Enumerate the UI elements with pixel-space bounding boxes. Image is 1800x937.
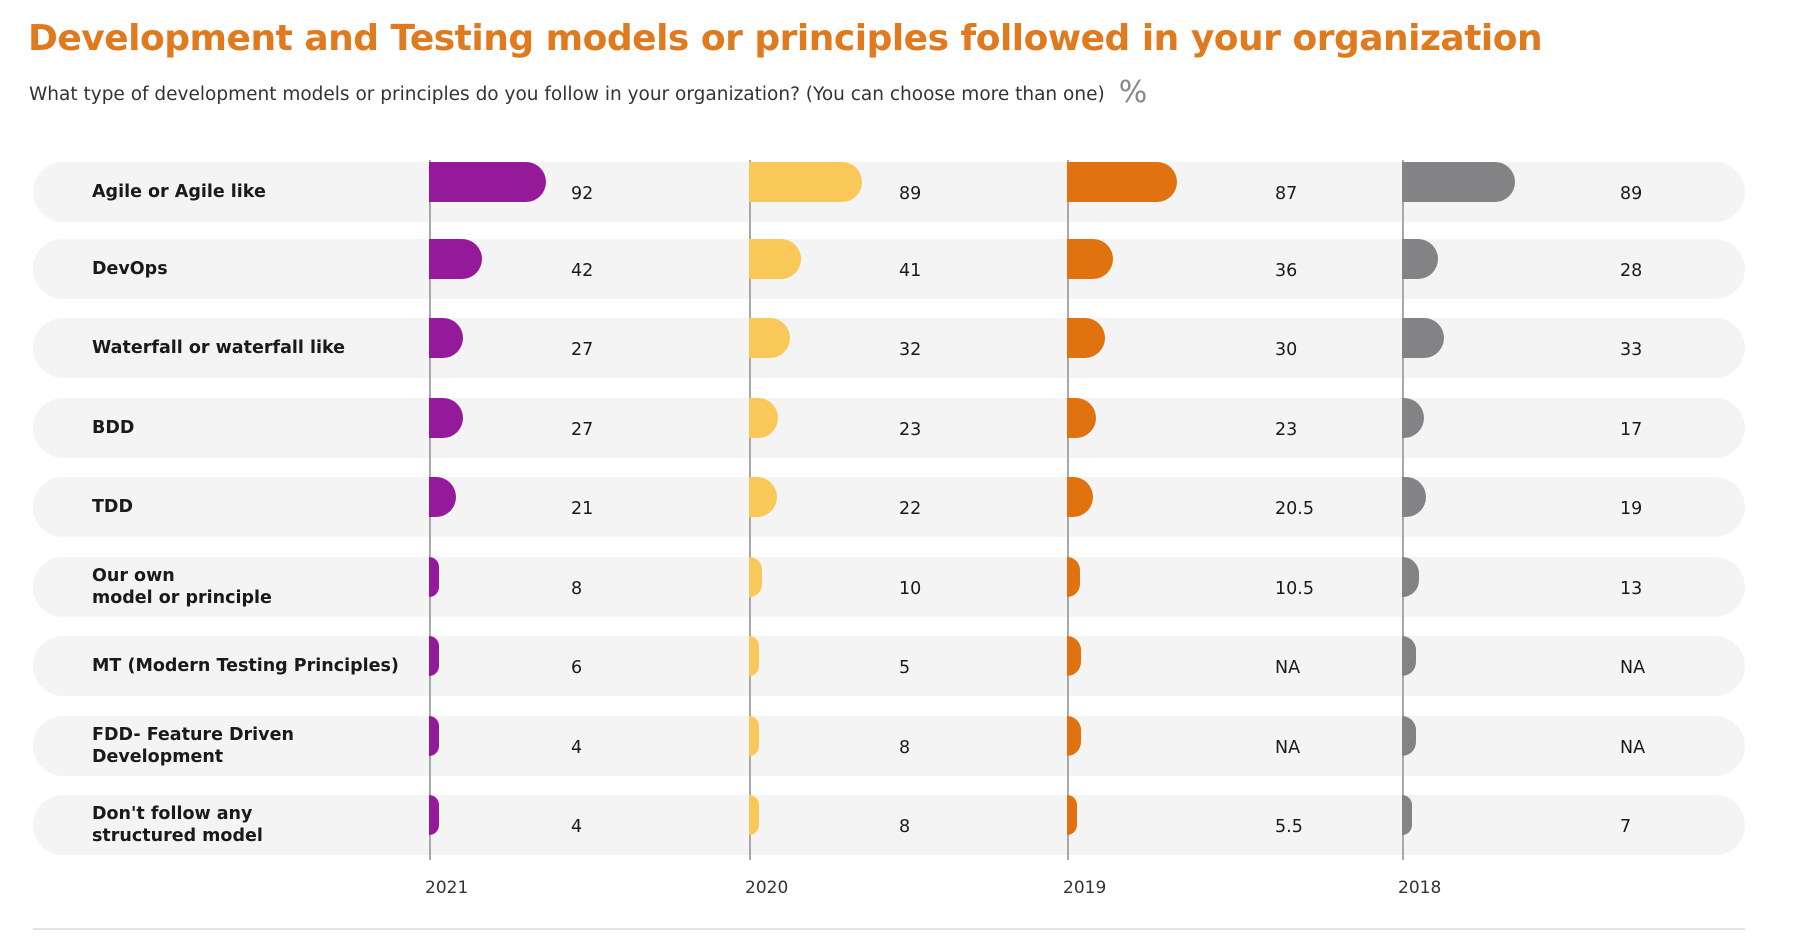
- bar-2021: [429, 716, 439, 756]
- divider: [33, 928, 1745, 930]
- bar-2018: [1402, 716, 1416, 756]
- unit-symbol: %: [1118, 75, 1148, 110]
- bar-2021: [429, 398, 464, 438]
- bar-2020: [749, 557, 762, 597]
- value-label: NA: [1620, 738, 1646, 758]
- year-label: 2019: [1063, 878, 1107, 898]
- value-label: 92: [571, 184, 594, 204]
- row-bg: [33, 716, 1745, 776]
- value-label: 28: [1620, 261, 1643, 281]
- year-label: 2020: [745, 878, 789, 898]
- value-label: 10: [899, 579, 922, 599]
- bar-2018: [1402, 636, 1416, 676]
- value-label: NA: [1275, 738, 1301, 758]
- value-label: 42: [571, 261, 594, 281]
- value-label: 7: [1620, 817, 1632, 837]
- bar-2018: [1402, 239, 1438, 279]
- year-label: 2021: [425, 878, 469, 898]
- subtitle-text: What type of development models or princ…: [29, 84, 1105, 105]
- bar-2018: [1402, 795, 1412, 835]
- value-label: 17: [1620, 420, 1643, 440]
- value-label: 36: [1275, 261, 1298, 281]
- bar-2019: [1067, 557, 1081, 597]
- value-label: 6: [571, 658, 583, 678]
- value-label: 41: [899, 261, 922, 281]
- row-bg: [33, 795, 1745, 855]
- value-label: 5.5: [1275, 817, 1303, 837]
- category-label: Our own model or principle: [92, 566, 272, 608]
- bar-2018: [1402, 162, 1516, 202]
- category-label: MT (Modern Testing Principles): [92, 656, 399, 676]
- category-label: BDD: [92, 418, 135, 438]
- bar-2020: [749, 795, 760, 835]
- row-bg: [33, 557, 1745, 617]
- row-bg: [33, 398, 1745, 458]
- chart-title: Development and Testing models or princi…: [28, 18, 1543, 59]
- bar-2019: [1067, 318, 1106, 358]
- category-label: DevOps: [92, 259, 168, 279]
- value-label: 8: [571, 579, 583, 599]
- bar-2020: [749, 636, 759, 676]
- row-bg: [33, 477, 1745, 537]
- value-label: 22: [899, 499, 922, 519]
- value-label: 4: [571, 738, 583, 758]
- bar-2018: [1402, 398, 1424, 438]
- value-label: NA: [1620, 658, 1646, 678]
- value-label: 27: [571, 340, 594, 360]
- bar-2021: [429, 557, 440, 597]
- value-label: 32: [899, 340, 922, 360]
- value-label: 89: [1620, 184, 1643, 204]
- value-label: 21: [571, 499, 594, 519]
- value-label: NA: [1275, 658, 1301, 678]
- bar-2018: [1402, 318, 1444, 358]
- value-label: 13: [1620, 579, 1643, 599]
- bar-2019: [1067, 636, 1081, 676]
- value-label: 89: [899, 184, 922, 204]
- bar-2020: [749, 239, 802, 279]
- value-label: 8: [899, 738, 911, 758]
- value-label: 20.5: [1275, 499, 1314, 519]
- value-label: 4: [571, 817, 583, 837]
- value-label: 30: [1275, 340, 1298, 360]
- bar-2019: [1067, 716, 1081, 756]
- value-label: 8: [899, 817, 911, 837]
- bar-2021: [429, 636, 439, 676]
- chart-subtitle: What type of development models or princ…: [29, 75, 1147, 110]
- category-label: TDD: [92, 497, 133, 517]
- value-label: 5: [899, 658, 911, 678]
- row-bg: [33, 239, 1745, 299]
- bar-2019: [1067, 795, 1077, 835]
- row-bg: [33, 636, 1745, 696]
- bar-2020: [749, 318, 790, 358]
- year-label: 2018: [1398, 878, 1442, 898]
- bar-2021: [429, 318, 464, 358]
- value-label: 19: [1620, 499, 1643, 519]
- row-bg: [33, 318, 1745, 378]
- bar-2020: [749, 162, 863, 202]
- bar-2021: [429, 795, 439, 835]
- bar-2018: [1402, 557, 1419, 597]
- value-label: 87: [1275, 184, 1298, 204]
- bar-2021: [429, 162, 546, 202]
- category-label: Don't follow any structured model: [92, 804, 263, 846]
- bar-2020: [749, 716, 760, 756]
- bar-2019: [1067, 162, 1178, 202]
- value-label: 27: [571, 420, 594, 440]
- value-label: 23: [899, 420, 922, 440]
- value-label: 10.5: [1275, 579, 1314, 599]
- category-label: Waterfall or waterfall like: [92, 338, 345, 358]
- bar-2019: [1067, 239, 1113, 279]
- category-label: Agile or Agile like: [92, 182, 266, 202]
- value-label: 23: [1275, 420, 1298, 440]
- bar-2021: [429, 239, 483, 279]
- value-label: 33: [1620, 340, 1643, 360]
- category-label: FDD- Feature Driven Development: [92, 725, 294, 767]
